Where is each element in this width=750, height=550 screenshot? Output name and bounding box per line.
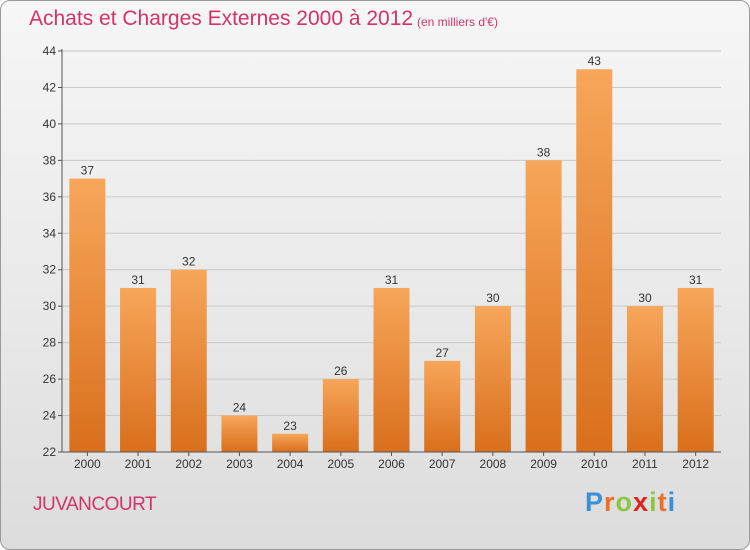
- town-name: JUVANCOURT: [33, 494, 157, 515]
- y-tick-label: 38: [43, 153, 57, 167]
- bar-value-label: 24: [233, 401, 247, 415]
- bar-value-label: 38: [537, 145, 551, 159]
- bar-value-label: 32: [182, 255, 196, 269]
- y-tick-label: 24: [43, 409, 57, 423]
- logo-letter: o: [615, 487, 634, 517]
- x-tick-label: 2004: [277, 457, 304, 471]
- x-tick-label: 2002: [175, 457, 202, 471]
- logo-letter: x: [633, 487, 650, 517]
- bar-value-label: 31: [385, 273, 399, 287]
- y-tick-label: 34: [43, 226, 57, 240]
- y-tick-label: 22: [43, 445, 57, 459]
- x-tick-label: 2005: [327, 457, 354, 471]
- bar: [322, 379, 359, 452]
- x-tick-label: 2003: [226, 457, 253, 471]
- bar-value-label: 30: [486, 291, 500, 305]
- bar-value-label: 31: [131, 273, 145, 287]
- y-tick-label: 26: [43, 372, 57, 386]
- chart-title: Achats et Charges Externes 2000 à 2012: [29, 7, 414, 30]
- y-tick-label: 32: [43, 263, 57, 277]
- bar-value-label: 27: [436, 346, 450, 360]
- bar: [69, 178, 106, 452]
- x-tick-label: 2000: [74, 457, 101, 471]
- bar: [221, 415, 258, 452]
- y-tick-label: 40: [43, 117, 57, 131]
- bar-value-label: 37: [81, 164, 95, 178]
- y-tick-label: 44: [43, 44, 57, 58]
- bar: [626, 306, 663, 452]
- x-tick-label: 2006: [378, 457, 405, 471]
- bar: [170, 269, 207, 452]
- logo-letter: i: [667, 487, 677, 517]
- bar-value-label: 43: [588, 54, 602, 68]
- bar: [525, 160, 562, 452]
- bar: [474, 306, 511, 452]
- bar-value-label: 30: [638, 291, 652, 305]
- y-tick-label: 42: [43, 80, 57, 94]
- x-tick-label: 2009: [530, 457, 557, 471]
- x-tick-label: 2012: [682, 457, 709, 471]
- bar: [120, 287, 157, 452]
- bar: [576, 69, 613, 453]
- bar-value-label: 23: [283, 419, 297, 433]
- bar: [424, 360, 461, 452]
- logo-letter: t: [657, 487, 668, 517]
- x-tick-label: 2001: [125, 457, 152, 471]
- x-tick-label: 2007: [429, 457, 456, 471]
- x-tick-label: 2011: [632, 457, 658, 471]
- bar: [373, 287, 410, 452]
- y-tick-label: 28: [43, 336, 57, 350]
- chart-unit: (en milliers d'€): [417, 15, 498, 29]
- bar: [677, 287, 714, 452]
- y-tick-label: 30: [43, 299, 57, 313]
- logo-letter: r: [604, 487, 616, 517]
- proxiti-logo: Proxiti: [585, 487, 676, 518]
- logo-letter: P: [585, 487, 605, 517]
- bar-value-label: 31: [689, 273, 703, 287]
- logo-letter: i: [649, 487, 658, 517]
- x-tick-label: 2010: [581, 457, 608, 471]
- bar: [272, 433, 309, 452]
- x-tick-label: 2008: [480, 457, 507, 471]
- y-tick-label: 36: [43, 190, 57, 204]
- bar-value-label: 26: [334, 364, 348, 378]
